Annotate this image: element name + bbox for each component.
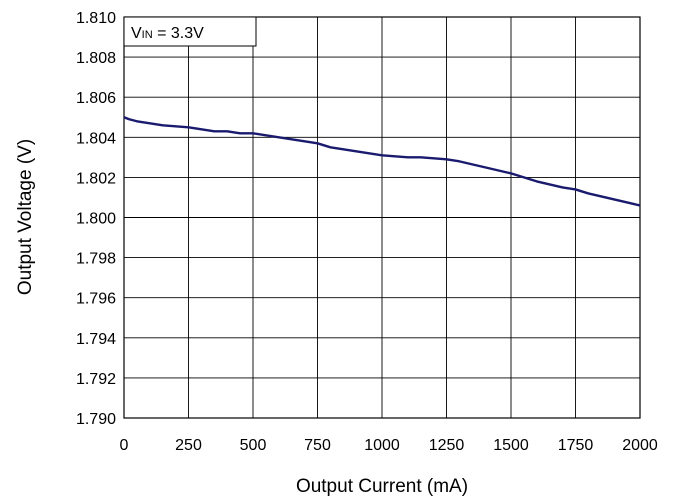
y-tick-label: 1.794	[76, 331, 116, 348]
y-tick-label: 1.790	[76, 411, 116, 428]
y-tick-labels: 1.790 1.792 1.794 1.796 1.798 1.800 1.802 1.804…	[76, 10, 116, 428]
y-tick-label: 1.796	[76, 291, 116, 308]
x-tick-label: 1750	[558, 437, 594, 454]
y-tick-label: 1.806	[76, 90, 116, 107]
x-tick-labels: 0 250 500 750 1000 1250 1500 1750 2000	[120, 437, 658, 454]
x-tick-label: 0	[120, 437, 129, 454]
vin-annotation: VIN = 3.3V	[123, 16, 257, 47]
x-tick-label: 250	[175, 437, 202, 454]
x-tick-label: 750	[304, 437, 331, 454]
y-tick-label: 1.808	[76, 50, 116, 67]
annotation-rest: = 3.3V	[153, 25, 204, 42]
y-tick-label: 1.798	[76, 251, 116, 268]
y-tick-label: 1.804	[76, 130, 116, 147]
series-line	[123, 116, 641, 207]
plot-frame	[123, 16, 641, 419]
y-axis-label: Output Voltage (V)	[15, 139, 36, 295]
y-tick-label: 1.800	[76, 211, 116, 228]
y-tick-label: 1.792	[76, 371, 116, 388]
x-tick-label: 2000	[622, 437, 658, 454]
x-tick-label: 1000	[364, 437, 400, 454]
annotation-sub: IN	[142, 29, 153, 41]
x-tick-label: 1500	[493, 437, 529, 454]
grid-lines	[123, 16, 641, 419]
annotation-v: V	[131, 25, 142, 42]
annotation-box	[123, 16, 257, 47]
y-tick-label: 1.802	[76, 170, 116, 187]
x-tick-label: 1250	[429, 437, 465, 454]
annotation-text: VIN = 3.3V	[131, 25, 204, 42]
x-axis-label: Output Current (mA)	[296, 476, 468, 497]
y-tick-label: 1.810	[76, 10, 116, 27]
x-tick-label: 500	[240, 437, 267, 454]
